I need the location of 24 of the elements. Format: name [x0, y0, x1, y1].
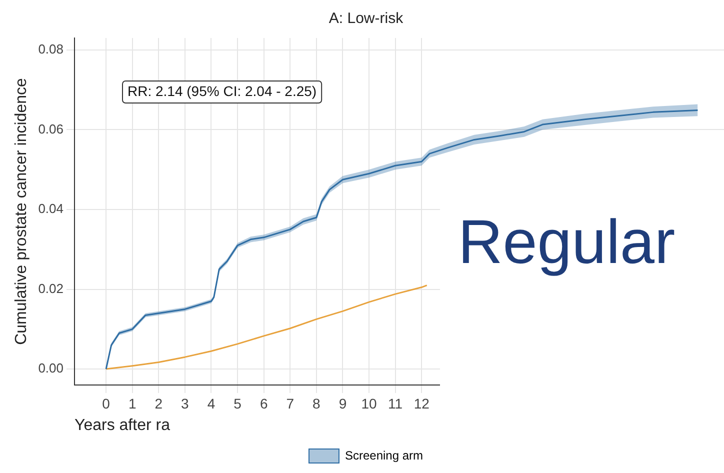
y-axis-title: Cumulative prostate cancer incidence	[13, 78, 30, 345]
y-tick-label: 0.08	[38, 42, 64, 57]
chart-title: A: Low-risk	[328, 10, 404, 28]
x-tick-label: 4	[207, 395, 216, 412]
x-tick-label: 12	[414, 395, 430, 412]
x-tick-label: 0	[102, 395, 110, 412]
x-tick-label: 9	[338, 395, 347, 412]
annotation: Regular	[458, 207, 676, 278]
x-tick-label: 11	[388, 395, 403, 412]
x-tick-label: 3	[181, 395, 190, 412]
x-tick-label: 8	[312, 395, 321, 412]
x-tick-label: 6	[260, 395, 268, 412]
annotation: RR: 2.14 (95% CI: 2.04 - 2.25)	[128, 82, 317, 99]
x-tick-label: 10	[361, 395, 378, 412]
y-tick-label: 0.00	[38, 360, 64, 376]
x-tick-label: 2	[154, 395, 163, 412]
x-tick-label: 7	[286, 395, 294, 412]
y-tick-label: 0.02	[38, 280, 64, 296]
x-tick-label: 1	[128, 395, 136, 412]
x-tick-label: 5	[234, 395, 242, 412]
legend-label: Screening arm	[344, 448, 424, 462]
y-tick-label: 0.04	[38, 201, 64, 216]
x-axis-title: Years after ra	[74, 416, 170, 434]
y-tick-label: 0.06	[38, 121, 64, 136]
